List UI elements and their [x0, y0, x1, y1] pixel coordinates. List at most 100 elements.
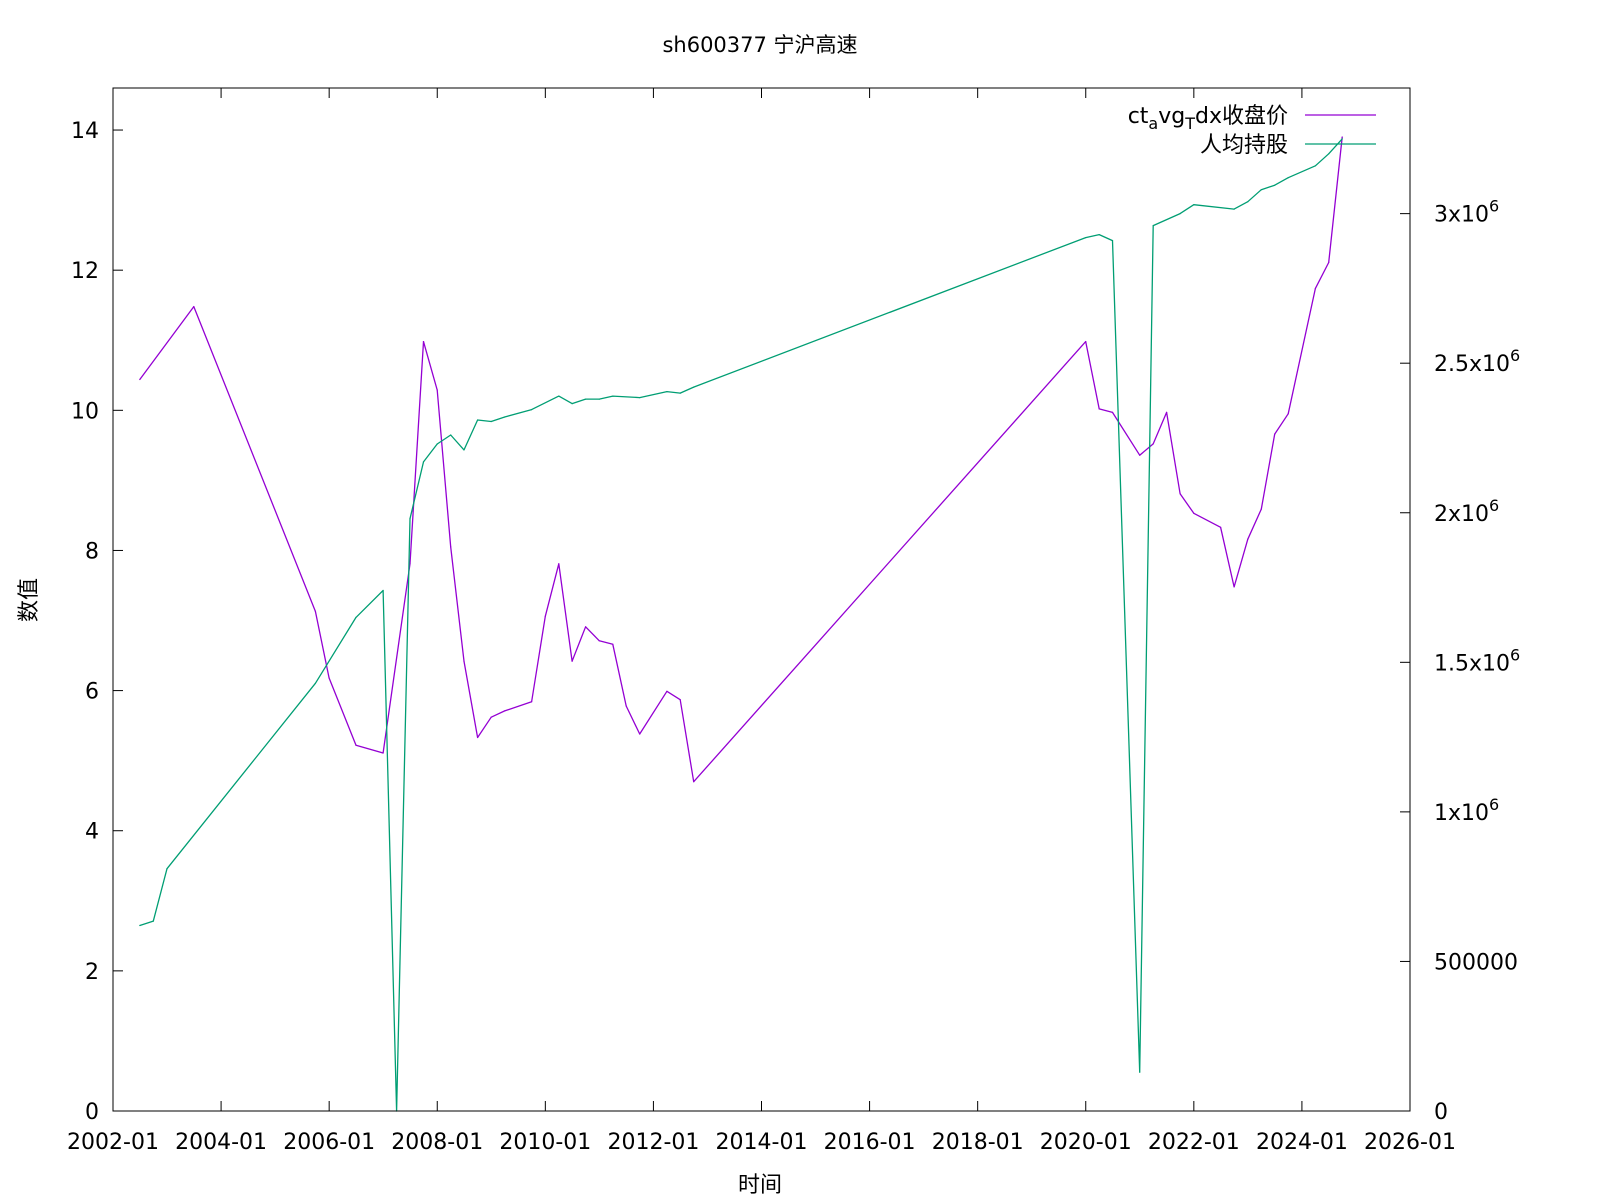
series-1-point [558, 563, 560, 565]
series-1-point [1233, 586, 1235, 588]
series-2-point [639, 397, 641, 399]
x-tick-label: 2004-01 [175, 1130, 267, 1155]
y-tick-label: 14 [71, 119, 99, 144]
y-tick-label: 12 [71, 259, 99, 284]
series-1-point [193, 306, 195, 308]
series-1-point [1166, 411, 1168, 413]
series-1-point [531, 701, 533, 703]
tick-marks [112, 88, 1411, 1112]
series-2-point [166, 868, 168, 870]
series-1-point [463, 660, 465, 662]
plot-frame [112, 87, 1411, 1112]
y-tick-label: 0 [85, 1100, 99, 1125]
x-tick-label: 2022-01 [1148, 1130, 1240, 1155]
y-tick-label: 8 [85, 539, 99, 564]
series-2-point [436, 443, 438, 445]
series-2-point [1247, 201, 1249, 203]
series-1-point [382, 752, 384, 754]
series-1-point [1139, 454, 1141, 456]
series-1-point [598, 640, 600, 642]
series-2-point [1274, 184, 1276, 186]
series-1-point [490, 716, 492, 718]
y2-tick-label: 0 [1434, 1100, 1448, 1125]
series-2-point [314, 682, 316, 684]
x-tick-label: 2014-01 [716, 1130, 808, 1155]
series-1-point [450, 546, 452, 548]
series-1-point [625, 705, 627, 707]
series-2-point [1098, 234, 1100, 236]
series-1-point [1085, 341, 1087, 343]
x-tick-label: 2002-01 [67, 1130, 159, 1155]
series-2-point [422, 461, 425, 463]
series-1-point [679, 699, 681, 701]
series-2-point [355, 616, 357, 619]
series-1-point [436, 389, 438, 391]
series-1-point [1247, 538, 1249, 540]
series-1-point [666, 690, 668, 692]
series-1-point [1341, 136, 1343, 138]
tick-labels: 2002-01 2004-01 2006-01 2008-01 2010-01 2012-… [67, 119, 1520, 1155]
series-1-point [544, 615, 546, 617]
series-line-2 [139, 138, 1343, 1112]
x-tick-label: 2006-01 [283, 1130, 375, 1155]
series-2-point [531, 409, 533, 411]
series-1-point [409, 563, 411, 565]
series-line-1 [139, 136, 1343, 783]
x-tick-label: 2016-01 [824, 1130, 916, 1155]
series-2-point [1287, 177, 1289, 179]
series-2-point [1328, 153, 1330, 155]
y2-tick-label: 500000 [1434, 950, 1518, 975]
series-1-point [422, 341, 425, 343]
series-1-point [612, 643, 614, 645]
series-2-point [558, 395, 560, 397]
series-2-point [463, 449, 465, 451]
series-2-point [571, 403, 573, 405]
series-2-point [504, 416, 506, 418]
x-tick-label: 2018-01 [932, 1130, 1024, 1155]
x-tick-label: 2026-01 [1364, 1130, 1456, 1155]
chart-title: sh600377 宁沪高速 [662, 33, 857, 57]
series-1-point [1220, 526, 1222, 528]
x-tick-label: 2024-01 [1256, 1130, 1348, 1155]
series-1-point [504, 710, 506, 712]
series-2-point [139, 924, 141, 927]
y-axis-label: 数值 [17, 578, 42, 622]
y2-tick-label: 2x106 [1434, 496, 1499, 527]
series-2-point [693, 386, 695, 388]
series-1-point [1111, 411, 1114, 413]
series-2-point [450, 434, 452, 436]
x-tick-label: 2010-01 [499, 1130, 591, 1155]
series-1-point [139, 378, 141, 381]
series-1-point [1287, 413, 1289, 415]
legend: ctavgTdx收盘价 人均持股 [1128, 104, 1376, 158]
series-1-point [693, 781, 695, 783]
series-1-point [1179, 493, 1181, 495]
series-2-point [1193, 204, 1195, 206]
x-axis-label: 时间 [738, 1173, 782, 1198]
series-1-point [585, 626, 587, 628]
series-2-point [409, 518, 411, 520]
series-1-point [1193, 512, 1195, 514]
series-1-point [1274, 433, 1276, 435]
y2-tick-label: 1x106 [1434, 795, 1499, 826]
plot-area [139, 136, 1343, 1112]
y2-tick-label: 3x106 [1434, 197, 1499, 228]
series-2-point [382, 589, 384, 592]
axes [112, 87, 1411, 1112]
series-1-point [1098, 408, 1100, 410]
legend-label-series-2: 人均持股 [1200, 133, 1288, 158]
y2-tick-label: 2.5x106 [1434, 346, 1520, 377]
series-1-point [571, 660, 573, 662]
y2-tick-label: 1.5x106 [1434, 645, 1520, 676]
series-2-point [1341, 138, 1343, 140]
series-1-point [1152, 443, 1154, 445]
series-2-point [490, 420, 492, 423]
series-1-point [314, 610, 316, 613]
x-tick-label: 2020-01 [1040, 1130, 1132, 1155]
series-1-point [1328, 261, 1330, 264]
y-tick-label: 4 [85, 820, 99, 845]
series-2-point [1179, 213, 1181, 215]
x-tick-label: 2008-01 [391, 1130, 483, 1155]
series-1-point [1260, 508, 1262, 510]
